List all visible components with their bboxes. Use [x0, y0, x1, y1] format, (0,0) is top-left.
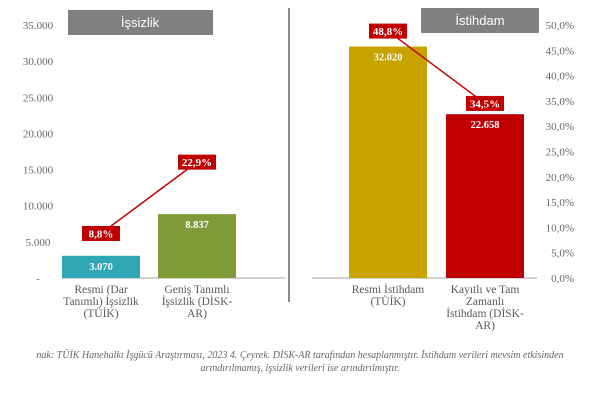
left-category-label-1: (TÜİK): [83, 306, 118, 320]
left-y-tick: 5.000: [26, 237, 51, 249]
left-header-text: İşsizlik: [121, 15, 160, 30]
source-line-2: arındırılmamış, işsizlik verileri ise ar…: [200, 363, 400, 374]
left-category-label-1: Tanımlı) İşsizlik: [63, 294, 139, 308]
right-y-tick: 25,0%: [546, 147, 574, 159]
right-y-tick: 15,0%: [546, 197, 574, 209]
left-rate-label-box-2: [178, 154, 216, 170]
left-y-tick: 20.000: [23, 128, 54, 140]
source-line-1: nak: TÜİK Hanehalkı İşgücü Araştırması, …: [36, 350, 564, 361]
right-header-box: [421, 8, 539, 33]
left-bar-2: [158, 214, 236, 278]
right-rate-label-2: 34,5%: [470, 98, 500, 110]
left-category-label-2: Geniş Tanımlı: [164, 284, 229, 296]
right-category-label-1: (TÜİK): [370, 294, 405, 308]
right-bar-value-1: 32.020: [374, 53, 403, 64]
right-y-tick: 40,0%: [546, 71, 574, 83]
right-y-tick: 5,0%: [551, 248, 574, 260]
right-y-tick: 45,0%: [546, 45, 574, 57]
right-rate-line: [387, 30, 486, 105]
left-category-label-2: AR): [187, 308, 207, 320]
left-rate-label-2: 22,9%: [182, 157, 212, 169]
right-rate-label-box-2: [466, 95, 504, 111]
source-note: nak: TÜİK Hanehalkı İşgücü Araştırması, …: [0, 349, 600, 375]
left-y-tick: 35.000: [23, 20, 54, 32]
left-rate-label-box-1: [82, 225, 120, 241]
chart: 35.000 30.000 25.000 20.000 15.000 10.000 5.00…: [23, 8, 574, 332]
left-header-box: [68, 10, 213, 35]
left-y-tick: 10.000: [23, 201, 54, 213]
right-y-tick: 0,0%: [551, 273, 574, 285]
left-y-tick: 25.000: [23, 92, 54, 104]
right-y-tick: 30,0%: [546, 121, 574, 133]
left-category-label-1: Resmi (Dar: [74, 284, 128, 296]
right-header-text: İstihdam: [455, 13, 504, 28]
right-bar-2: [446, 114, 524, 278]
right-category-label-2: İstihdam (DİSK-: [446, 306, 524, 320]
left-y-tick: 30.000: [23, 56, 54, 68]
right-y-tick: 20,0%: [546, 172, 574, 184]
right-bar-1: [349, 46, 427, 279]
right-y-tick: 50,0%: [546, 20, 574, 32]
right-y-tick: 10,0%: [546, 222, 574, 234]
left-y-tick: 15.000: [23, 165, 54, 177]
left-category-label-2: İşsizlik (DİSK-: [162, 294, 233, 308]
right-category-label-2: AR): [475, 320, 495, 332]
right-rate-label-box-1: [369, 23, 407, 39]
right-bar-value-2: 22.658: [471, 120, 500, 131]
right-category-label-2: Kayıtlı ve Tam: [451, 284, 520, 296]
left-bar-1: [62, 255, 140, 278]
left-rate-line: [100, 161, 198, 235]
right-category-label-1: Resmi İstihdam: [352, 282, 425, 296]
left-bar-value-2: 8.837: [185, 220, 209, 231]
right-category-label-2: Zamanlı: [466, 296, 504, 308]
right-rate-label-1: 48,8%: [373, 26, 403, 38]
left-rate-label-1: 8,8%: [89, 228, 114, 240]
right-y-tick: 35,0%: [546, 96, 574, 108]
left-y-tick: -: [36, 273, 40, 285]
left-bar-value-1: 3.070: [89, 262, 113, 273]
